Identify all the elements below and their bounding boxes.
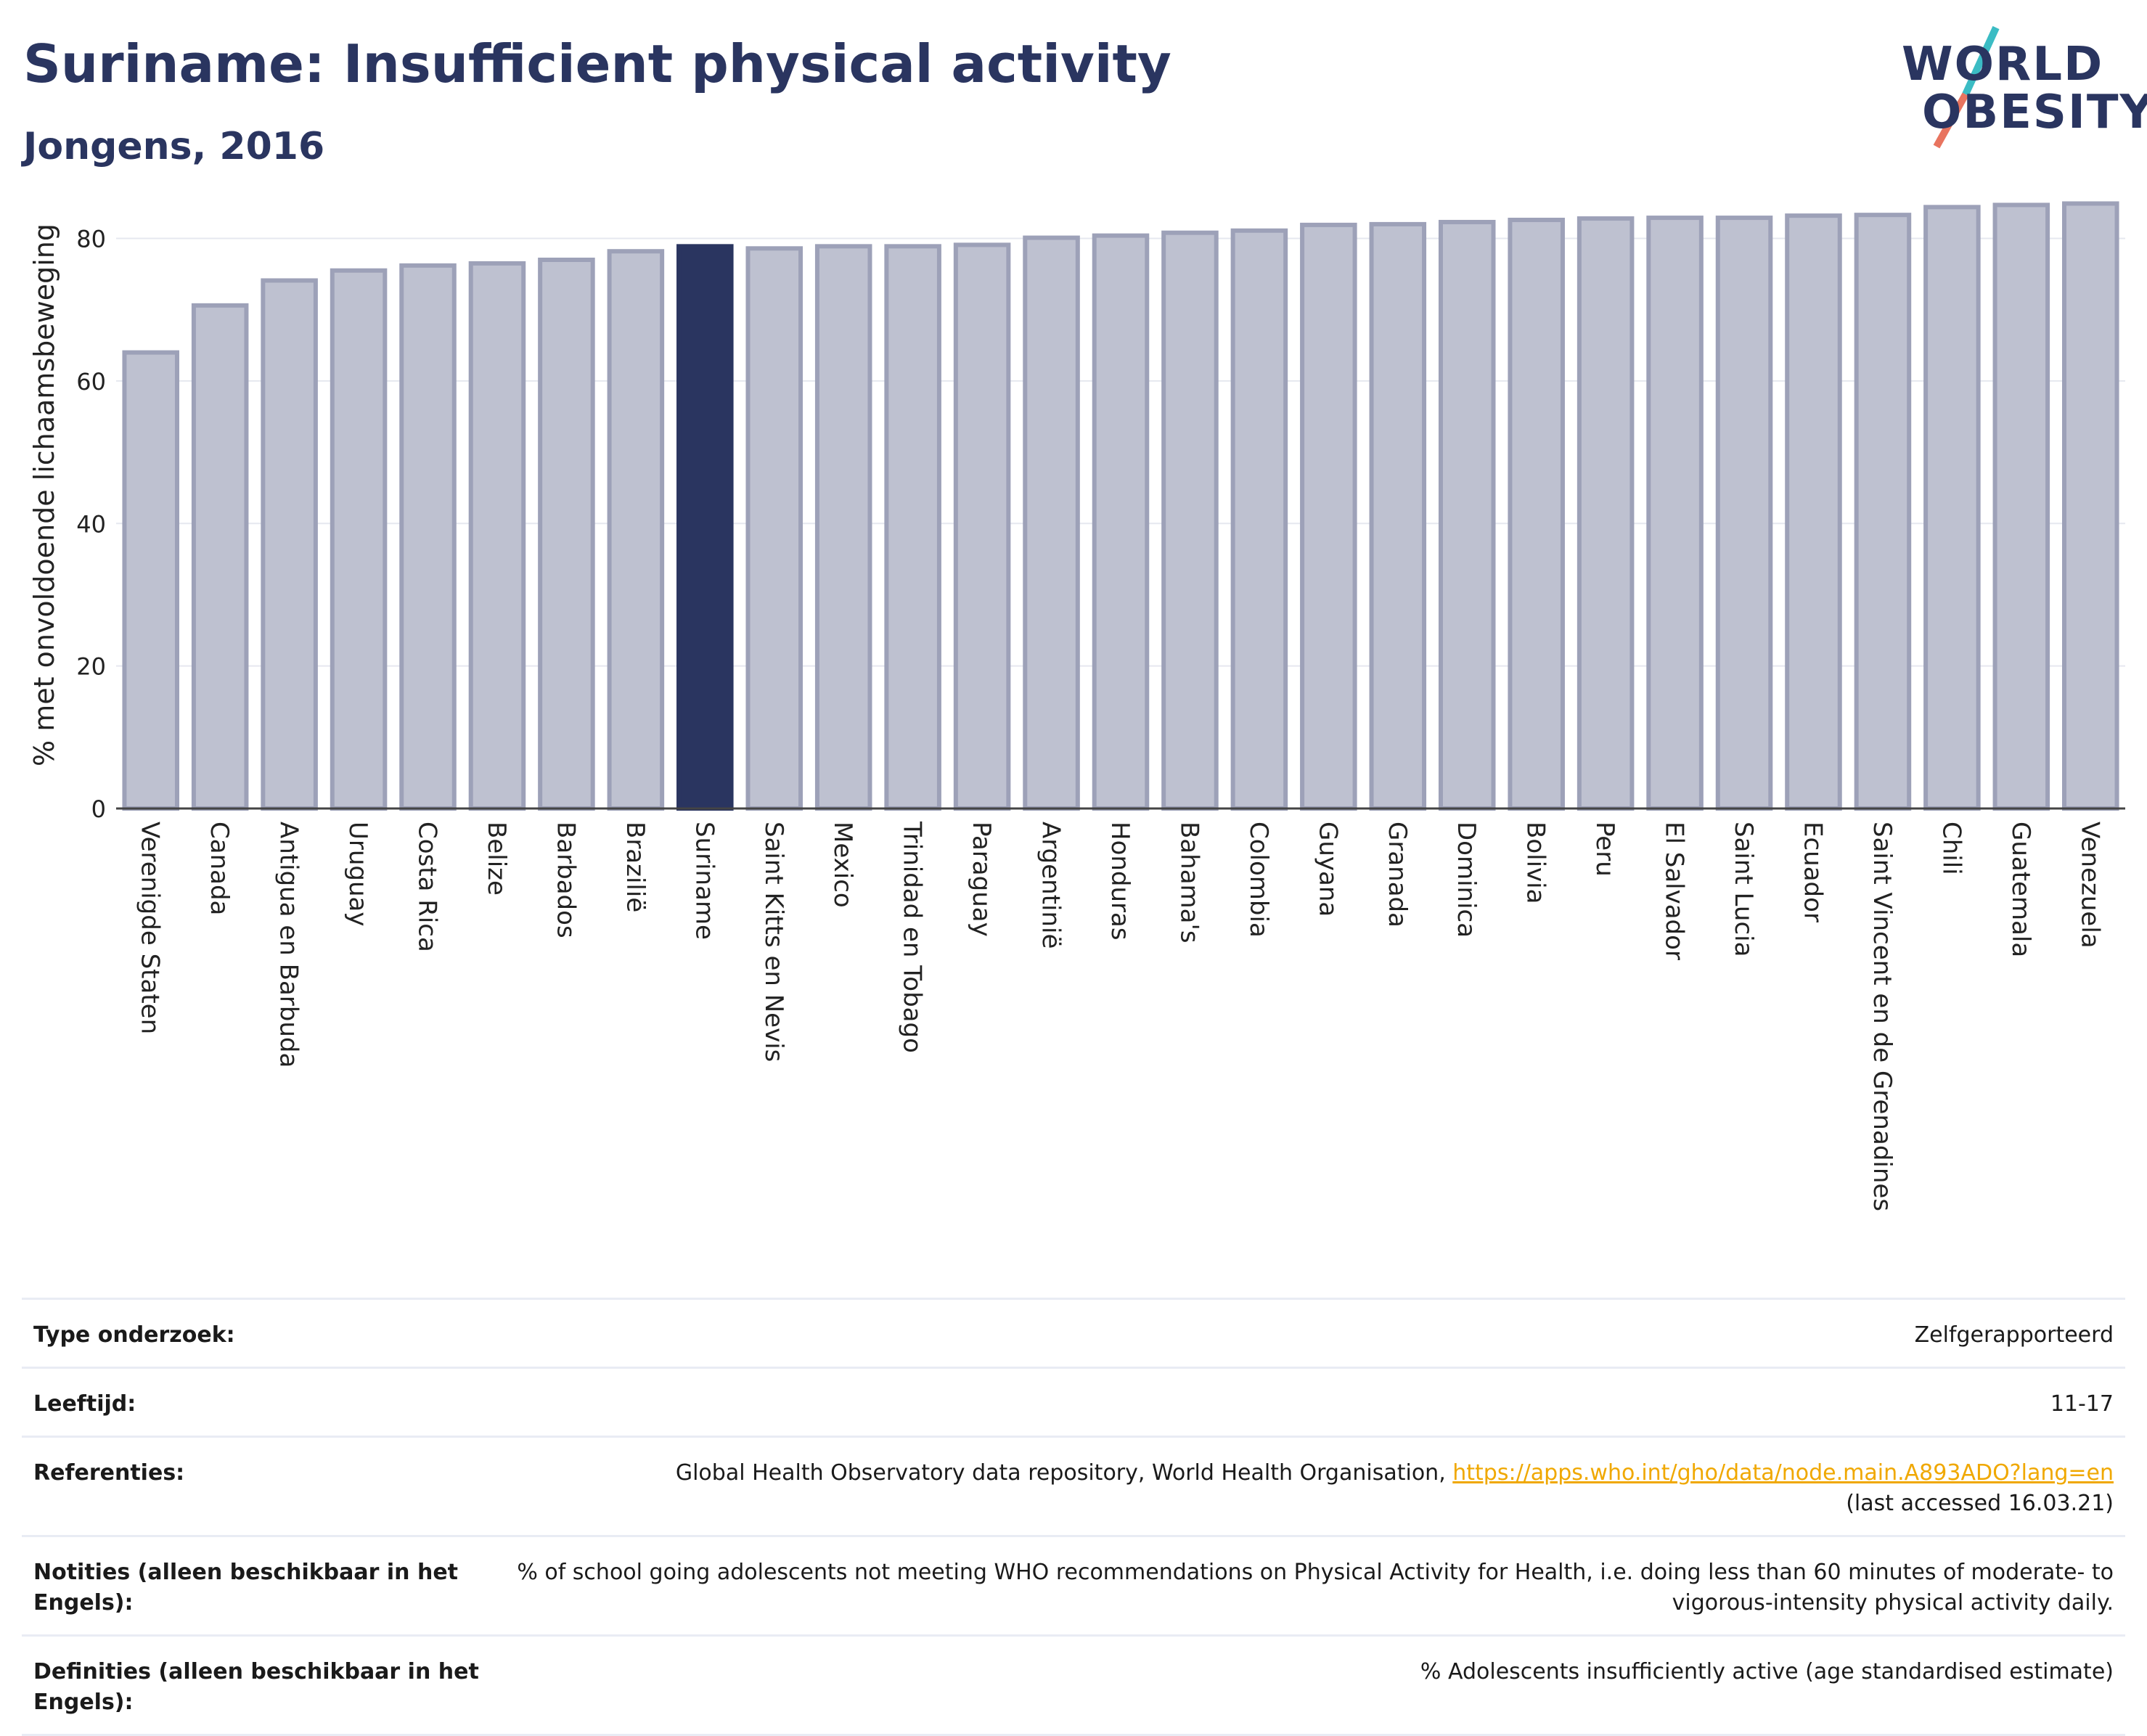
metadata-key: Notities (alleen beschikbaar in het Enge… — [33, 1560, 459, 1616]
bar-belize — [468, 261, 526, 811]
metadata-table: Type onderzoek: Zelfgerapporteerd Leeftijd… — [22, 1298, 2125, 1736]
y-tick-label: 20 — [76, 653, 106, 681]
metadata-value-text: Zelfgerapporteerd — [1914, 1322, 2114, 1348]
metadata-value-text: Global Health Observatory data repositor… — [675, 1460, 1453, 1486]
x-tick-label: Trinidad en Tobago — [898, 821, 927, 1053]
metadata-value: Global Health Observatory data repositor… — [498, 1458, 2114, 1519]
metadata-value-text: % Adolescents insufficiently active (age… — [1420, 1659, 2114, 1684]
x-tick-labels: Verenigde Staten Canada Antigua en Barbuda… — [136, 821, 2105, 1211]
bar-saint-vincent-en-de-grenadines — [1854, 213, 1912, 811]
bar-argentini- — [1023, 235, 1080, 811]
x-tick-label: Guatemala — [2006, 822, 2035, 957]
x-tick-label: Bahama's — [1174, 822, 1203, 943]
x-tick-label: Venezuela — [2075, 822, 2104, 949]
x-tick-label: Suriname — [690, 822, 719, 940]
metadata-row: Referenties: Global Health Observatory da… — [22, 1436, 2125, 1535]
bar-peru — [1576, 216, 1635, 811]
bar-uruguay — [330, 268, 388, 811]
bar-saint-kitts-en-nevis — [745, 246, 803, 811]
bar-guyana — [1300, 222, 1357, 811]
chart-subtitle: Jongens, 2016 — [23, 125, 325, 168]
y-tick-label: 40 — [76, 510, 106, 538]
x-tick-label: El Salvador — [1660, 822, 1689, 960]
x-tick-label: Brazilië — [621, 822, 650, 912]
x-tick-label: Saint Kitts en Nevis — [759, 822, 788, 1062]
bar-venezuela — [2062, 201, 2119, 811]
chart-title: Suriname: Insufficient physical activity — [23, 33, 1171, 94]
metadata-row: Notities (alleen beschikbaar in het Enge… — [22, 1535, 2125, 1634]
x-tick-label: Saint Lucia — [1729, 822, 1758, 957]
bar-suriname — [676, 244, 734, 811]
x-tick-label: Antigua en Barbuda — [274, 822, 303, 1068]
metadata-key: Referenties: — [33, 1460, 185, 1486]
y-tick-label: 80 — [76, 226, 106, 253]
x-tick-label: Barbados — [551, 822, 580, 938]
x-tick-label: Peru — [1590, 822, 1619, 877]
bar-honduras — [1092, 233, 1150, 811]
metadata-value: 11-17 — [498, 1389, 2114, 1420]
bar-granada — [1369, 221, 1427, 811]
bar-paraguay — [953, 242, 1011, 811]
x-tick-label: Saint Vincent en de Grenadines — [1868, 822, 1897, 1211]
x-tick-label: Ecuador — [1798, 822, 1827, 922]
bar-ecuador — [1785, 213, 1842, 811]
bar-antigua-en-barbuda — [261, 278, 318, 811]
metadata-key: Definities (alleen beschikbaar in het En… — [33, 1659, 479, 1715]
bar-saint-lucia — [1715, 216, 1773, 811]
logo-slash-icon — [1933, 25, 2000, 149]
bar-dominica — [1438, 219, 1496, 811]
bar-brazili- — [607, 249, 665, 811]
x-tick-label: Colombia — [1244, 822, 1273, 938]
x-tick-label: Chili — [1937, 822, 1966, 875]
world-obesity-logo: WORLD OBESITY — [1887, 22, 2147, 152]
y-tick-label: 0 — [91, 795, 106, 823]
bar-canada — [191, 303, 249, 811]
x-tick-label: Mexico — [828, 822, 857, 908]
bar-trinidad-en-tobago — [884, 244, 941, 811]
bar-barbados — [538, 258, 595, 811]
bar-costa-rica — [399, 263, 457, 811]
metadata-row: Leeftijd: 11-17 — [22, 1367, 2125, 1436]
x-tick-label: Argentinië — [1036, 822, 1066, 949]
bar-bolivia — [1508, 218, 1565, 811]
bar-chili — [1923, 205, 1981, 811]
logo-text-world: WORLD — [1902, 38, 2104, 91]
x-tick-label: Costa Rica — [413, 822, 442, 952]
bar-colombia — [1230, 228, 1288, 811]
metadata-row: Type onderzoek: Zelfgerapporteerd — [22, 1298, 2125, 1367]
x-tick-label: Granada — [1383, 822, 1412, 928]
x-tick-label: Bolivia — [1521, 822, 1550, 904]
metadata-value-suffix: (last accessed 16.03.21) — [1846, 1491, 2114, 1516]
bar-chart: 0 20 40 60 80 Verenigde Staten Canada Antigua … — [28, 201, 2125, 1211]
x-tick-label: Honduras — [1105, 822, 1134, 941]
x-tick-label: Belize — [482, 822, 511, 896]
x-tick-label: Verenigde Staten — [136, 822, 165, 1034]
metadata-value-text: 11-17 — [2050, 1391, 2114, 1417]
bar-bahama-s — [1161, 230, 1219, 811]
reference-link[interactable]: https://apps.who.int/gho/data/node.main.… — [1452, 1460, 2114, 1486]
metadata-row: Definities (alleen beschikbaar in het En… — [22, 1634, 2125, 1736]
logo-text-obesity: OBESITY — [1922, 86, 2147, 139]
bar-guatemala — [1992, 202, 2050, 811]
metadata-value: % of school going adolescents not meetin… — [498, 1557, 2114, 1618]
metadata-value: Zelfgerapporteerd — [498, 1320, 2114, 1351]
y-axis-label: % met onvoldoende lichaamsbeweging — [28, 224, 60, 766]
x-tick-label: Uruguay — [343, 822, 372, 927]
bar-el-salvador — [1646, 216, 1704, 811]
x-tick-label: Guyana — [1313, 822, 1342, 917]
x-tick-label: Dominica — [1452, 822, 1481, 938]
bar-mexico — [814, 244, 872, 811]
x-tick-label: Paraguay — [967, 822, 996, 937]
axes: 0 20 40 60 80 — [76, 226, 2125, 823]
metadata-key: Type onderzoek: — [33, 1322, 235, 1348]
metadata-value: % Adolescents insufficiently active (age… — [498, 1657, 2114, 1718]
bar-verenigde-staten — [122, 350, 179, 811]
y-tick-label: 60 — [76, 368, 106, 396]
bars — [122, 201, 2119, 811]
metadata-value-text: % of school going adolescents not meetin… — [517, 1560, 2114, 1616]
x-tick-label: Canada — [205, 822, 234, 915]
metadata-key: Leeftijd: — [33, 1391, 136, 1417]
